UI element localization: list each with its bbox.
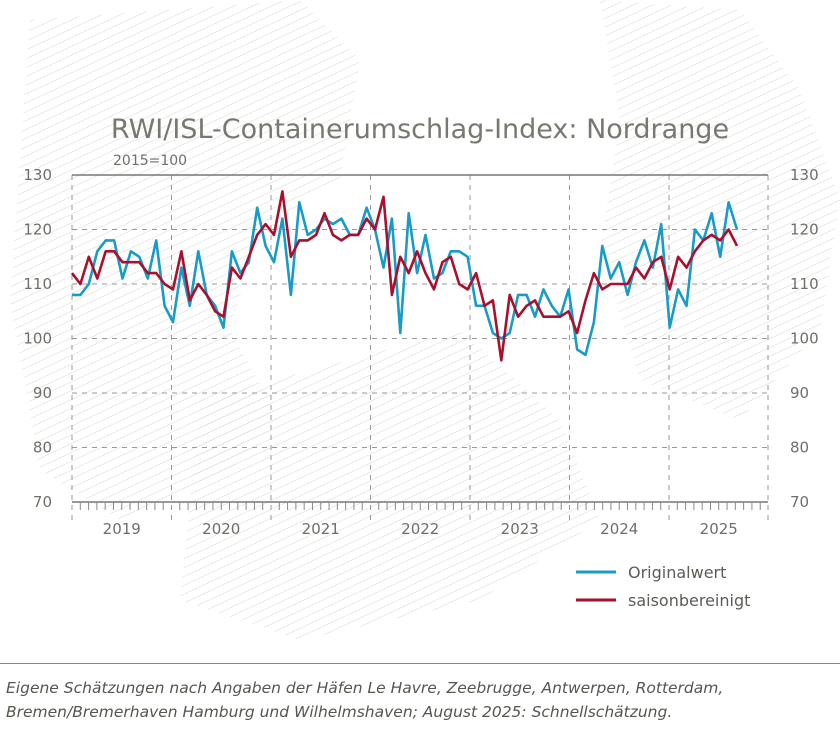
y-tick-right: 110 [790,275,819,293]
y-tick-left: 80 [33,439,52,457]
y-tick-right: 90 [790,384,809,402]
y-tick-left: 110 [23,275,52,293]
series-line-originalwert [72,201,739,357]
chart-title: RWI/ISL-Containerumschlag-Index: Nordran… [111,114,729,145]
divider [0,663,840,664]
source-note: Eigene Schätzungen nach Angaben der Häfe… [6,679,724,721]
background-map [10,0,840,640]
y-tick-left: 130 [23,166,52,184]
y-tick-left: 120 [23,221,52,239]
y-tick-right: 100 [790,330,819,348]
x-tick-year: 2022 [401,520,439,538]
grid [71,175,769,520]
x-tick-year: 2025 [700,520,738,538]
y-tick-left: 70 [33,493,52,511]
y-tick-right: 130 [790,166,819,184]
y-tick-left: 100 [23,330,52,348]
x-tick-year: 2019 [103,520,141,538]
x-tick-year: 2023 [501,520,539,538]
y-tick-right: 80 [790,439,809,457]
series-lines [70,190,739,362]
y-tick-left: 90 [33,384,52,402]
x-tick-year: 2020 [202,520,240,538]
series-line-saisonbereinigt [70,190,739,362]
chart-subtitle: 2015=100 [113,153,187,169]
legend-label-saisonbereinigt: saisonbereinigt [628,591,750,610]
legend-label-originalwert: Originalwert [628,563,726,582]
legend: Originalwert saisonbereinigt [576,563,750,610]
x-tick-year: 2021 [302,520,340,538]
x-tick-year: 2024 [600,520,638,538]
y-tick-right: 70 [790,493,809,511]
axes: 70 70 80 80 90 90 100 100 110 110 120 120 130 130 2019… [23,166,818,538]
y-tick-right: 120 [790,221,819,239]
